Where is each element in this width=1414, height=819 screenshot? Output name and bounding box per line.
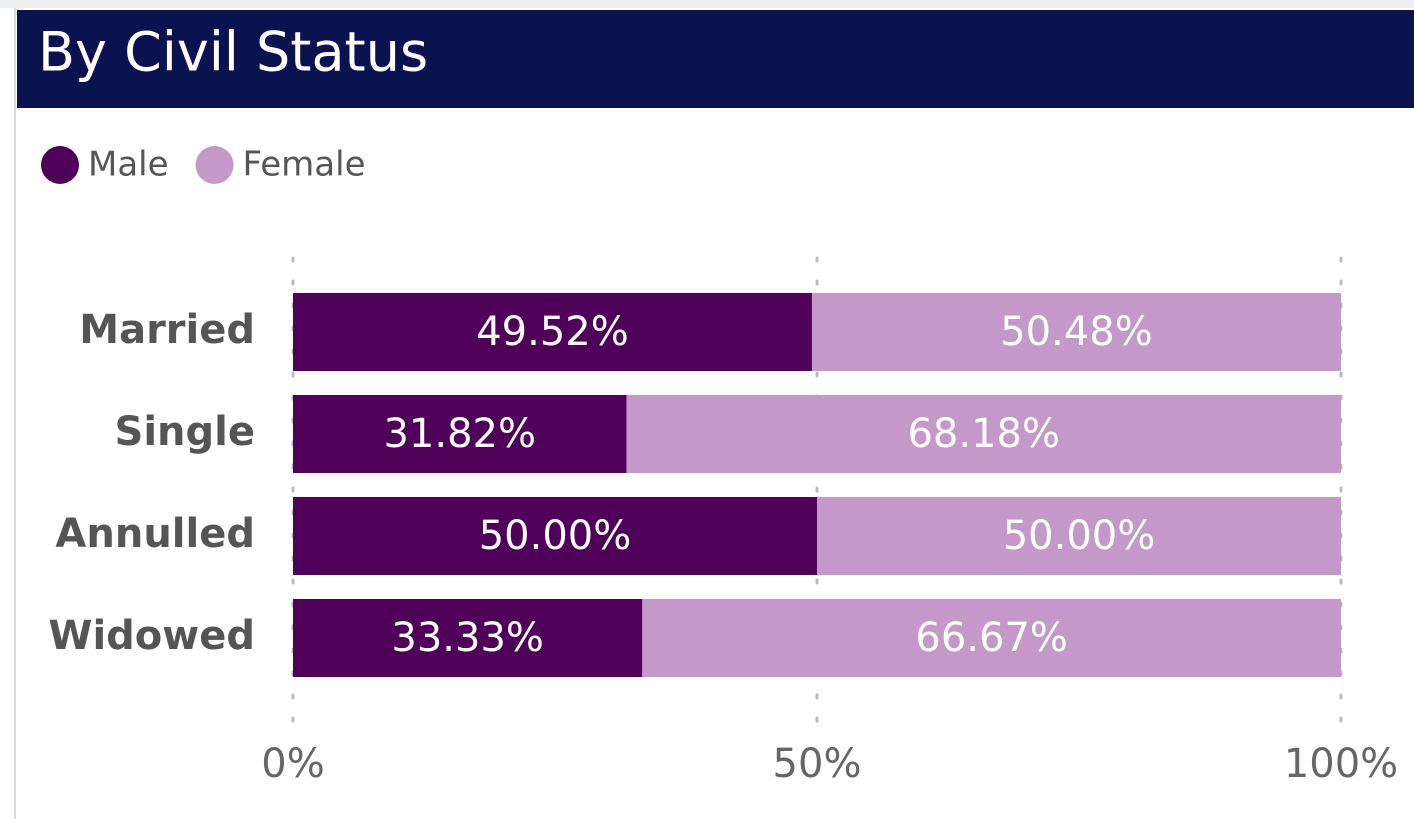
bar-segment (626, 395, 1341, 473)
y-tick-label: Single (115, 409, 255, 455)
bar-segment (811, 293, 1341, 371)
x-tick-label: 0% (261, 741, 324, 787)
data-label: 68.18% (907, 411, 1060, 457)
chart-title: By Civil Status (38, 21, 428, 84)
data-label: 50.00% (1003, 513, 1156, 559)
bar-segment (293, 599, 643, 677)
x-tick-label: 50% (773, 741, 862, 787)
data-label: 31.82% (383, 411, 536, 457)
legend-label: Male (88, 145, 169, 185)
header (17, 10, 1414, 108)
data-label: 33.33% (391, 615, 544, 661)
bar-segment (817, 497, 1341, 575)
y-tick-label: Annulled (55, 511, 255, 557)
y-tick-label: Married (79, 307, 255, 353)
bar-segment (642, 599, 1341, 677)
bar-segment (293, 395, 627, 473)
y-tick-label: Widowed (48, 613, 255, 659)
legend-label: Female (243, 145, 366, 185)
data-label: 66.67% (915, 615, 1068, 661)
bar-segment (293, 293, 812, 371)
left-border (14, 8, 16, 819)
data-label: 50.48% (1000, 309, 1153, 355)
x-tick-label: 100% (1284, 741, 1398, 787)
top-strip (0, 0, 1414, 8)
legend-swatch (41, 146, 79, 184)
data-label: 49.52% (476, 309, 629, 355)
data-label: 50.00% (479, 513, 632, 559)
legend-swatch (195, 146, 234, 184)
bar-segment (293, 497, 817, 575)
